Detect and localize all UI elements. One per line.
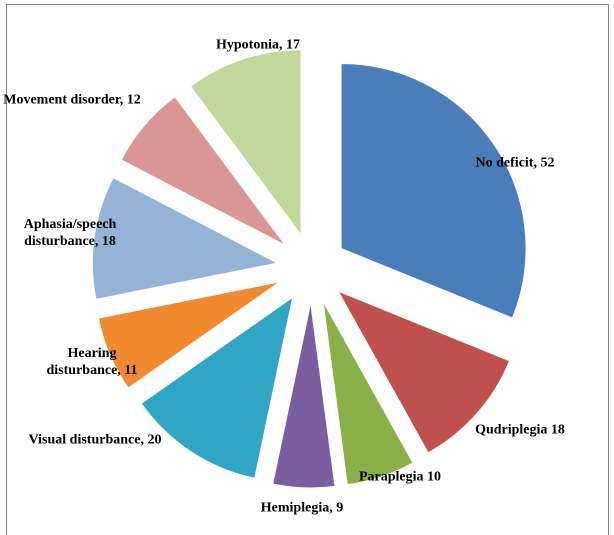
pie-slice xyxy=(120,96,286,246)
pie-slice xyxy=(189,49,302,237)
pie-slice xyxy=(272,302,336,489)
slice-label: Qudriplegia 18 xyxy=(475,422,565,438)
chart-frame xyxy=(6,4,609,535)
pie-slice xyxy=(140,296,294,479)
slice-label: Visual disturbance, 20 xyxy=(28,432,162,448)
pie-slice xyxy=(337,290,511,454)
slice-label: No deficit, 52 xyxy=(475,155,555,171)
slice-label: Hearing disturbance, 11 xyxy=(46,346,138,378)
slice-label: Hypotonia, 17 xyxy=(215,37,301,53)
pie-slice xyxy=(91,177,279,300)
slice-label: Movement disorder, 12 xyxy=(3,92,141,108)
slice-label: Hemiplegia, 9 xyxy=(260,500,344,516)
pie-slice xyxy=(322,300,414,486)
pie-slice xyxy=(340,62,527,319)
slice-label: Paraplegia 10 xyxy=(358,469,442,485)
slice-label: Aphasia/speech disturbance, 18 xyxy=(23,217,117,249)
pie-slice xyxy=(97,281,281,389)
